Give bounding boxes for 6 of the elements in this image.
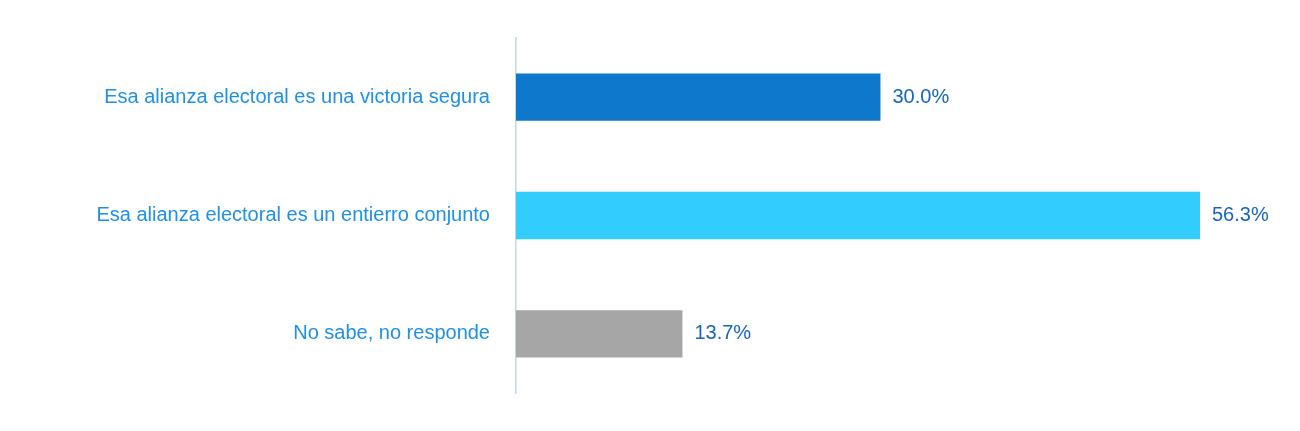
- data-label: 30.0%: [892, 84, 950, 107]
- y-tick-label: No sabe, no responde: [293, 321, 490, 344]
- data-label: 13.7%: [694, 321, 752, 344]
- y-tick-label: Esa alianza electoral es una victoria segura: [104, 84, 491, 107]
- y-tick-label: Esa alianza electoral es un entierro conjunto: [96, 203, 490, 226]
- data-label: 56.3%: [1212, 203, 1269, 226]
